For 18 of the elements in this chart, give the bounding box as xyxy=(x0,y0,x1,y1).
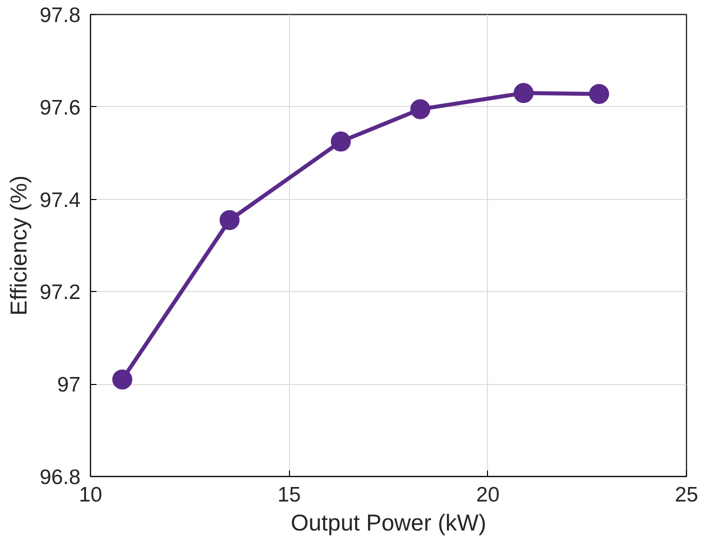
x-tick-label: 20 xyxy=(476,484,500,506)
point xyxy=(589,84,610,104)
y-tick-label: 97.4 xyxy=(40,188,81,212)
point xyxy=(514,83,534,104)
x-tick-label: 10 xyxy=(78,484,102,506)
x-axis-title: Output Power (kW) xyxy=(290,510,486,536)
y-tick-label: 97 xyxy=(57,374,80,397)
point xyxy=(330,132,351,152)
y-tick-label: 96.8 xyxy=(40,466,81,489)
y-tick-label: 97.2 xyxy=(40,281,81,304)
y-tick-label: 97.8 xyxy=(40,4,81,27)
point xyxy=(112,370,132,390)
point xyxy=(220,210,240,230)
point xyxy=(410,99,430,120)
x-tick-label: 25 xyxy=(674,484,698,506)
y-axis-title: Efficiency (%) xyxy=(6,175,32,316)
y-tick-label: 97.6 xyxy=(40,96,81,120)
x-tick-label: 15 xyxy=(277,484,301,506)
